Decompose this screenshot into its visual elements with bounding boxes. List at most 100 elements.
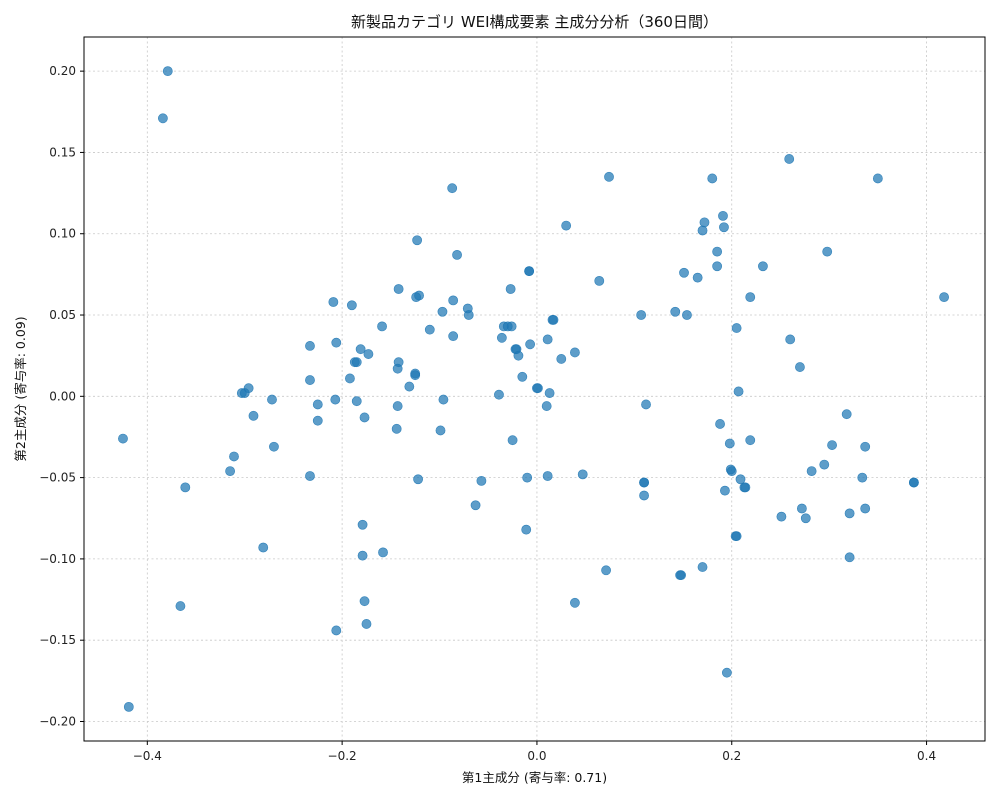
data-point [735, 474, 746, 485]
data-point [844, 552, 855, 563]
data-point [860, 441, 871, 452]
data-point [351, 396, 362, 407]
data-point [556, 354, 567, 364]
data-point [438, 394, 449, 405]
data-point [180, 482, 191, 493]
data-point [312, 415, 323, 426]
data-point [604, 171, 614, 182]
data-point [544, 388, 555, 398]
data-point [412, 235, 423, 246]
data-point [682, 310, 692, 320]
data-point [796, 503, 807, 514]
data-point [452, 249, 462, 260]
data-point [378, 547, 388, 558]
y-tick-label: 0.20 [49, 64, 76, 78]
data-point [731, 531, 742, 542]
data-point [269, 441, 279, 452]
data-point [857, 472, 868, 483]
data-point [733, 386, 744, 397]
data-point [243, 383, 254, 394]
x-axis-label: 第1主成分 (寄与率: 0.71) [462, 770, 607, 785]
data-point [745, 435, 756, 446]
data-point [718, 210, 728, 221]
data-point [359, 596, 370, 607]
data-point [707, 173, 718, 184]
data-point [542, 471, 553, 481]
data-point [731, 323, 742, 333]
y-tick-label: −0.05 [39, 471, 76, 485]
data-point [758, 261, 768, 272]
grid [84, 37, 985, 741]
data-point [123, 701, 134, 712]
y-tick-label: 0.00 [49, 389, 76, 403]
data-point [267, 394, 277, 405]
data-point [827, 440, 837, 450]
data-point [715, 419, 725, 429]
data-point [524, 266, 535, 277]
y-tick-label: 0.05 [49, 308, 76, 322]
data-point [496, 332, 507, 343]
data-point [331, 337, 342, 348]
data-point [513, 350, 524, 361]
data-point [305, 375, 315, 385]
plot-frame [83, 36, 986, 742]
data-points [118, 66, 949, 712]
data-point [392, 401, 403, 411]
data-point [721, 667, 732, 678]
data-point [785, 334, 796, 345]
y-axis-ticks: −0.20 −0.15 −0.10 −0.05 0.00 0.05 0.10 0.15 0.20 [39, 64, 84, 728]
data-point [357, 519, 368, 530]
data-point [697, 562, 708, 572]
data-point [719, 222, 729, 233]
data-point [639, 477, 649, 488]
data-point [328, 297, 339, 307]
data-point [351, 357, 362, 368]
data-point [346, 300, 357, 311]
data-point [506, 321, 517, 332]
data-point [522, 472, 533, 483]
data-point [776, 511, 787, 522]
y-tick-label: 0.10 [49, 227, 76, 241]
data-point [692, 272, 703, 283]
x-tick-label: 0.4 [917, 749, 936, 763]
data-point [448, 295, 459, 306]
data-point [507, 435, 518, 446]
data-point [517, 371, 528, 382]
data-point [712, 261, 723, 272]
data-point [345, 373, 355, 384]
data-point [118, 433, 128, 444]
data-point [414, 290, 424, 301]
data-point [679, 267, 689, 278]
data-point [361, 619, 372, 629]
data-point [676, 570, 686, 581]
data-point [745, 292, 756, 303]
data-point [822, 246, 833, 257]
data-point [157, 113, 168, 124]
data-point [476, 475, 487, 486]
data-point [795, 362, 805, 372]
data-point [413, 474, 423, 485]
data-point [424, 324, 435, 335]
data-point [410, 370, 421, 381]
data-point [305, 471, 315, 481]
data-point [435, 425, 446, 436]
data-point [639, 490, 649, 501]
data-point [670, 306, 681, 317]
data-point [470, 500, 481, 511]
data-point [359, 412, 370, 423]
y-tick-label: 0.15 [49, 145, 76, 159]
data-point [908, 477, 919, 488]
data-point [393, 284, 404, 294]
data-point [463, 310, 474, 320]
data-point [357, 550, 368, 561]
data-point [377, 321, 387, 332]
data-point [494, 389, 504, 400]
data-point [447, 183, 458, 194]
y-tick-label: −0.20 [39, 714, 76, 728]
data-point [577, 469, 588, 480]
data-point [542, 334, 553, 345]
data-point [860, 503, 871, 514]
data-point [800, 513, 811, 524]
